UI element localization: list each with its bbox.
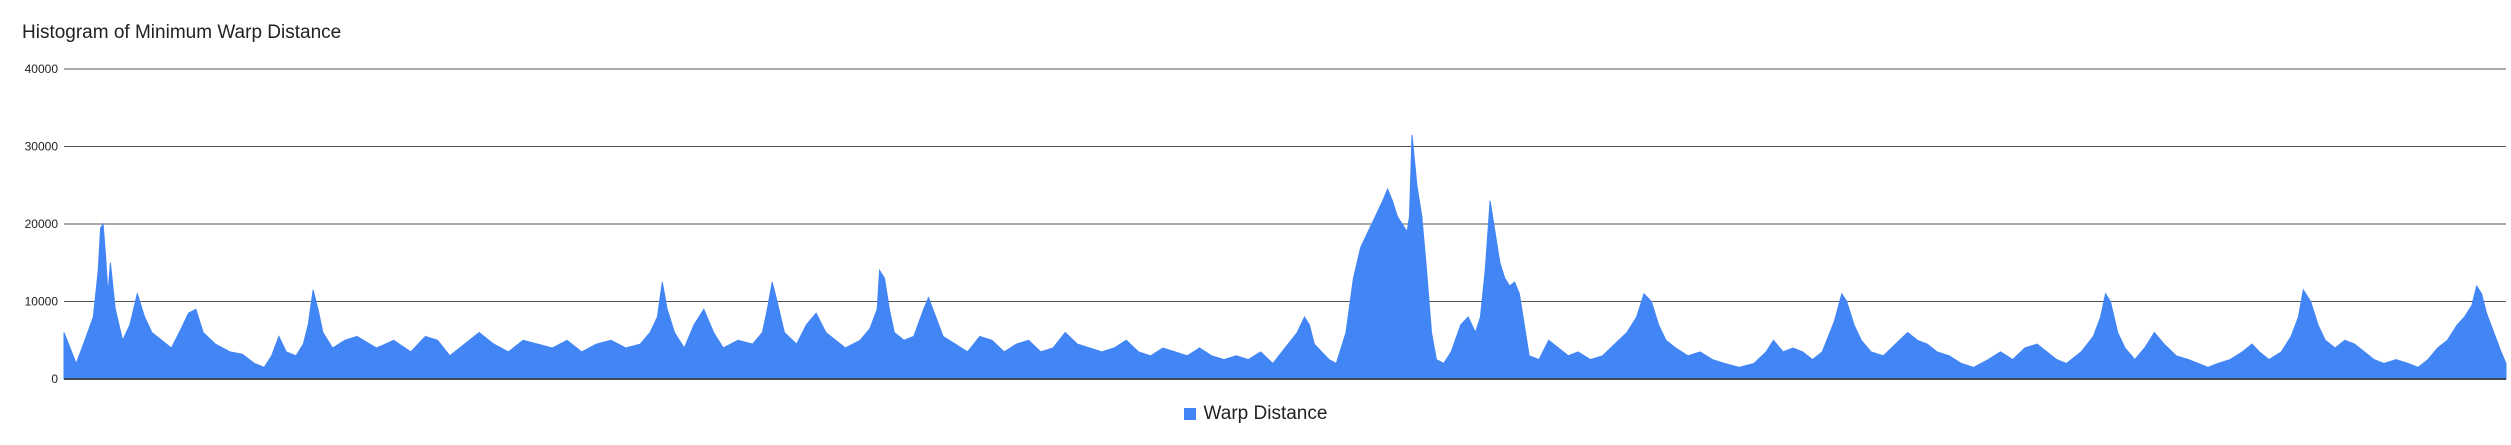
chart-title: Histogram of Minimum Warp Distance <box>22 22 342 43</box>
y-tick-label: 20000 <box>25 217 59 231</box>
chart-legend: Warp Distance <box>0 403 2511 425</box>
legend-label: Warp Distance <box>1203 403 1328 424</box>
y-tick-label: 0 <box>51 372 58 386</box>
series-area-warp-distance <box>63 134 2507 380</box>
y-tick-label: 40000 <box>25 62 59 76</box>
y-tick-label: 30000 <box>25 140 59 154</box>
y-tick-label: 10000 <box>25 295 59 309</box>
legend-swatch <box>1183 408 1196 420</box>
